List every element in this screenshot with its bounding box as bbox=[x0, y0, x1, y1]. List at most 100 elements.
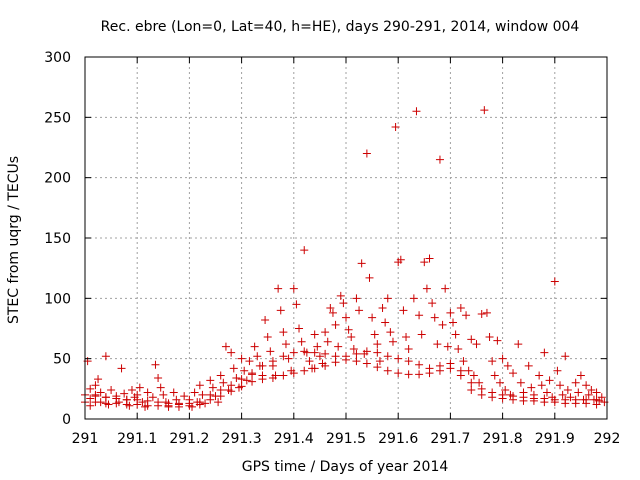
data-point bbox=[245, 357, 254, 366]
data-point bbox=[509, 369, 518, 378]
data-point bbox=[493, 336, 502, 345]
data-point bbox=[446, 308, 455, 317]
data-point bbox=[362, 149, 371, 158]
data-point bbox=[475, 378, 484, 387]
data-point bbox=[571, 399, 580, 408]
data-point bbox=[561, 399, 570, 408]
data-point bbox=[86, 394, 95, 403]
data-point bbox=[415, 311, 424, 320]
data-point bbox=[122, 400, 131, 409]
data-point bbox=[516, 378, 525, 387]
data-point bbox=[101, 352, 110, 361]
data-point bbox=[347, 332, 356, 341]
data-point bbox=[289, 348, 298, 357]
data-point bbox=[120, 389, 129, 398]
data-point bbox=[509, 395, 518, 404]
data-point bbox=[342, 313, 350, 322]
data-point bbox=[201, 399, 210, 408]
data-point bbox=[352, 294, 361, 303]
data-point bbox=[441, 284, 450, 293]
data-point bbox=[576, 371, 585, 380]
data-point bbox=[321, 349, 330, 358]
data-point bbox=[355, 306, 364, 315]
data-point bbox=[276, 306, 285, 315]
data-point bbox=[574, 388, 583, 397]
data-point bbox=[490, 371, 499, 380]
data-point bbox=[219, 378, 228, 387]
data-point bbox=[399, 306, 408, 315]
y-tick-label: 300 bbox=[44, 50, 71, 66]
data-point bbox=[592, 388, 601, 397]
data-point bbox=[446, 359, 455, 368]
data-point bbox=[373, 363, 382, 372]
y-tick-label: 150 bbox=[44, 231, 71, 247]
data-point bbox=[514, 340, 523, 349]
data-point bbox=[206, 376, 215, 385]
data-point bbox=[263, 332, 272, 341]
data-point bbox=[383, 294, 392, 303]
data-point bbox=[138, 398, 147, 407]
data-point bbox=[566, 393, 575, 402]
data-point bbox=[185, 401, 194, 410]
data-point bbox=[540, 348, 549, 357]
y-tick-label: 200 bbox=[44, 171, 71, 187]
data-point bbox=[289, 369, 298, 378]
data-point bbox=[529, 396, 538, 405]
data-point bbox=[386, 328, 395, 337]
data-point bbox=[485, 332, 494, 341]
data-point bbox=[86, 384, 95, 393]
data-point bbox=[279, 328, 288, 337]
data-point bbox=[540, 398, 549, 407]
data-point bbox=[195, 400, 204, 409]
data-point bbox=[195, 381, 204, 390]
data-point bbox=[117, 364, 126, 373]
data-point bbox=[443, 342, 452, 351]
y-tick-label: 100 bbox=[44, 291, 71, 307]
data-point bbox=[321, 361, 330, 370]
data-point bbox=[342, 352, 350, 361]
x-tick-label: 291.8 bbox=[483, 431, 523, 447]
y-tick-label: 0 bbox=[62, 412, 71, 428]
data-point bbox=[519, 396, 528, 405]
data-point bbox=[582, 399, 591, 408]
data-point bbox=[281, 340, 290, 349]
data-point bbox=[344, 325, 353, 334]
data-point bbox=[300, 246, 309, 255]
chart-title: Rec. ebre (Lon=0, Lat=40, h=HE), days 29… bbox=[101, 19, 580, 35]
data-points bbox=[81, 106, 609, 411]
data-point bbox=[86, 401, 95, 410]
data-point bbox=[216, 371, 225, 380]
data-point bbox=[135, 383, 144, 392]
data-point bbox=[127, 386, 136, 395]
data-point bbox=[584, 390, 593, 399]
data-point bbox=[313, 342, 322, 351]
data-point bbox=[417, 330, 426, 339]
data-point bbox=[587, 386, 596, 395]
data-point bbox=[524, 361, 533, 370]
data-point bbox=[91, 398, 100, 407]
data-point bbox=[266, 347, 275, 356]
data-point bbox=[156, 383, 165, 392]
data-point bbox=[248, 377, 257, 386]
data-point bbox=[415, 370, 424, 379]
data-point bbox=[391, 122, 400, 131]
data-point bbox=[261, 316, 270, 325]
data-point bbox=[352, 349, 361, 358]
data-point bbox=[435, 155, 444, 164]
data-point bbox=[310, 348, 319, 357]
data-point bbox=[503, 361, 512, 370]
data-point bbox=[464, 366, 473, 375]
data-point bbox=[488, 357, 497, 366]
data-point bbox=[462, 311, 471, 320]
data-point bbox=[404, 370, 413, 379]
data-point bbox=[477, 310, 486, 319]
data-point bbox=[349, 345, 358, 354]
y-axis-label: STEC from uqrg / TECUs bbox=[6, 156, 22, 324]
data-point bbox=[467, 386, 476, 395]
data-point bbox=[592, 400, 601, 409]
data-point bbox=[383, 366, 392, 375]
data-point bbox=[370, 330, 379, 339]
data-point bbox=[597, 393, 606, 402]
data-point bbox=[396, 255, 405, 264]
data-point bbox=[331, 352, 340, 361]
